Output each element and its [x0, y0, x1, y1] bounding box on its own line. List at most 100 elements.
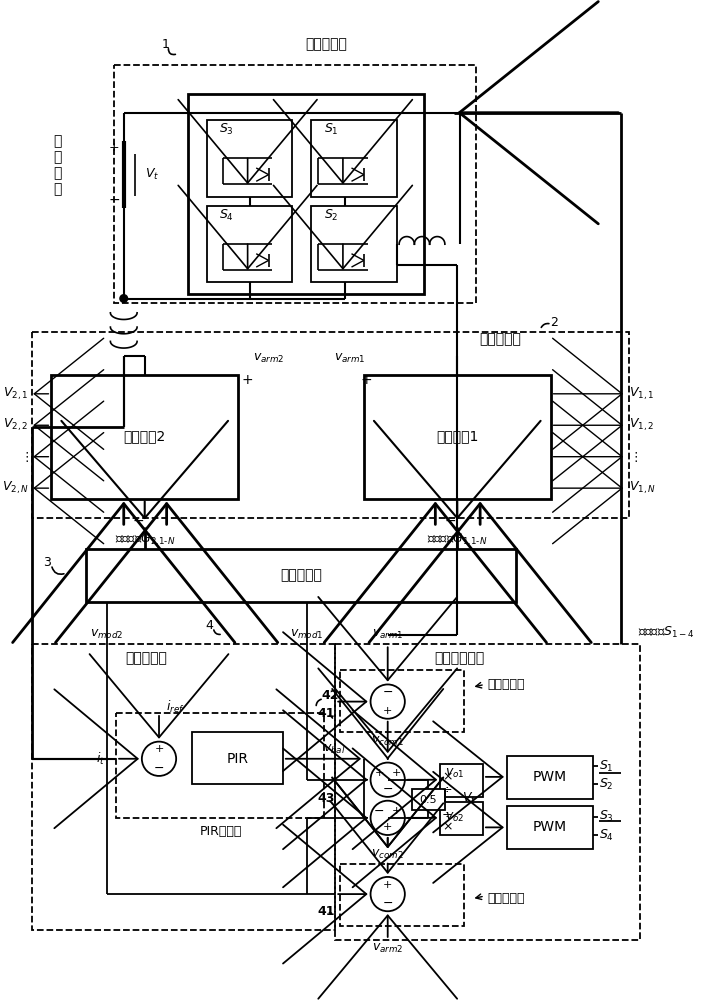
Text: $i_{ref}$: $i_{ref}$: [165, 699, 184, 715]
Bar: [507, 806, 592, 849]
Text: +: +: [154, 744, 164, 754]
Circle shape: [120, 423, 128, 431]
Text: 测试桥臂1: 测试桥臂1: [436, 430, 479, 444]
Text: $V_{1,2}$: $V_{1,2}$: [629, 417, 654, 433]
Text: −: −: [383, 897, 393, 910]
Text: $V_t$: $V_t$: [461, 791, 476, 806]
Text: $S_1$: $S_1$: [324, 122, 339, 137]
Text: 1: 1: [162, 38, 170, 51]
Text: $v_{arm2}$: $v_{arm2}$: [372, 942, 404, 955]
Text: 控制信号$S_{1-4}$: 控制信号$S_{1-4}$: [639, 624, 695, 640]
Text: ×: ×: [442, 770, 453, 783]
Text: $V_{2,2}$: $V_{2,2}$: [4, 417, 29, 433]
Text: 测试模块组: 测试模块组: [479, 332, 521, 346]
Text: +: +: [361, 373, 372, 387]
Text: 2: 2: [550, 316, 559, 329]
Text: 4: 4: [205, 619, 213, 632]
Bar: [207, 206, 292, 282]
Text: $v_{arm2}$: $v_{arm2}$: [253, 352, 285, 365]
Text: −: −: [374, 805, 384, 818]
Bar: [116, 713, 324, 818]
Text: 电流控制器: 电流控制器: [125, 651, 168, 665]
Text: 前馈控制器: 前馈控制器: [488, 892, 525, 905]
Text: $S_2$: $S_2$: [599, 777, 614, 792]
Text: +: +: [383, 706, 393, 716]
Text: 测试桥臂2: 测试桥臂2: [123, 430, 166, 444]
Text: +: +: [392, 768, 401, 778]
Text: $V_{2,N}$: $V_{2,N}$: [1, 480, 29, 496]
Text: 直
流
电
源: 直 流 电 源: [53, 134, 61, 196]
Text: $v_{com1}$: $v_{com1}$: [372, 735, 404, 748]
Bar: [440, 764, 483, 797]
Bar: [86, 549, 517, 602]
Text: 控制信号$G_{1.1\text{-}N}$: 控制信号$G_{1.1\text{-}N}$: [427, 532, 487, 547]
Circle shape: [371, 801, 405, 835]
Text: 控制信号$G_{2.1\text{-}N}$: 控制信号$G_{2.1\text{-}N}$: [114, 532, 175, 547]
Text: $S_1$: $S_1$: [599, 759, 614, 774]
Text: 电压控制器: 电压控制器: [280, 568, 322, 582]
Text: $V_{1,1}$: $V_{1,1}$: [629, 386, 654, 402]
Bar: [32, 332, 629, 518]
Bar: [51, 375, 238, 499]
Text: $v_{o2}$: $v_{o2}$: [445, 811, 464, 824]
Text: $S_2$: $S_2$: [324, 208, 339, 223]
Text: $V_t$: $V_t$: [145, 167, 159, 182]
Text: $S_4$: $S_4$: [219, 208, 234, 223]
Text: $v_{o1}$: $v_{o1}$: [445, 767, 464, 780]
Text: −: −: [154, 762, 164, 775]
Text: +: +: [109, 141, 120, 154]
Text: +: +: [383, 822, 393, 832]
Text: $\vdots$: $\vdots$: [629, 450, 638, 464]
Text: −: −: [383, 783, 393, 796]
Bar: [188, 94, 424, 294]
Text: $V_{2,1}$: $V_{2,1}$: [3, 386, 29, 402]
Bar: [507, 756, 592, 799]
Text: $S_4$: $S_4$: [599, 827, 614, 843]
Text: $S_3$: $S_3$: [219, 122, 234, 137]
Text: $v_{mod1}$: $v_{mod1}$: [290, 628, 323, 641]
Text: $v_{com2}$: $v_{com2}$: [372, 848, 404, 861]
Bar: [311, 120, 397, 197]
Text: +: +: [374, 768, 384, 778]
Circle shape: [371, 684, 405, 719]
Text: 电流发生器: 电流发生器: [305, 37, 347, 51]
Text: 信号调制模块: 信号调制模块: [434, 651, 484, 665]
Text: +: +: [383, 880, 393, 890]
Bar: [340, 864, 464, 926]
Circle shape: [371, 763, 405, 797]
Text: ÷: ÷: [442, 808, 453, 821]
Circle shape: [120, 295, 128, 302]
Bar: [192, 732, 283, 784]
Text: $v_{mod2}$: $v_{mod2}$: [90, 628, 123, 641]
Bar: [411, 789, 445, 810]
Bar: [32, 644, 335, 930]
Bar: [340, 670, 464, 732]
Text: ÷: ÷: [442, 783, 453, 796]
Bar: [440, 802, 483, 835]
Text: 前馈控制器: 前馈控制器: [488, 678, 525, 691]
Text: $v_{bal}$: $v_{bal}$: [323, 743, 346, 756]
Text: +: +: [242, 373, 254, 387]
Text: −: −: [132, 514, 144, 528]
Text: +: +: [392, 806, 401, 816]
Text: 41: 41: [317, 707, 334, 720]
Text: 41: 41: [317, 905, 334, 918]
Text: 3: 3: [43, 556, 51, 569]
Text: −: −: [383, 686, 393, 699]
Text: $v_{arm1}$: $v_{arm1}$: [334, 352, 365, 365]
Text: PIR: PIR: [226, 752, 248, 766]
Text: PWM: PWM: [533, 770, 567, 784]
Text: 0.5: 0.5: [419, 795, 437, 805]
Bar: [207, 120, 292, 197]
Bar: [364, 375, 551, 499]
Circle shape: [142, 742, 176, 776]
Text: $v_{arm1}$: $v_{arm1}$: [372, 628, 404, 641]
Text: $i_t$: $i_t$: [95, 751, 104, 767]
Text: 42: 42: [321, 689, 339, 702]
Text: PWM: PWM: [533, 820, 567, 834]
Text: 43: 43: [317, 792, 334, 805]
Bar: [311, 206, 397, 282]
Circle shape: [371, 877, 405, 911]
Text: PIR控制器: PIR控制器: [200, 825, 242, 838]
Text: $\vdots$: $\vdots$: [20, 450, 29, 464]
